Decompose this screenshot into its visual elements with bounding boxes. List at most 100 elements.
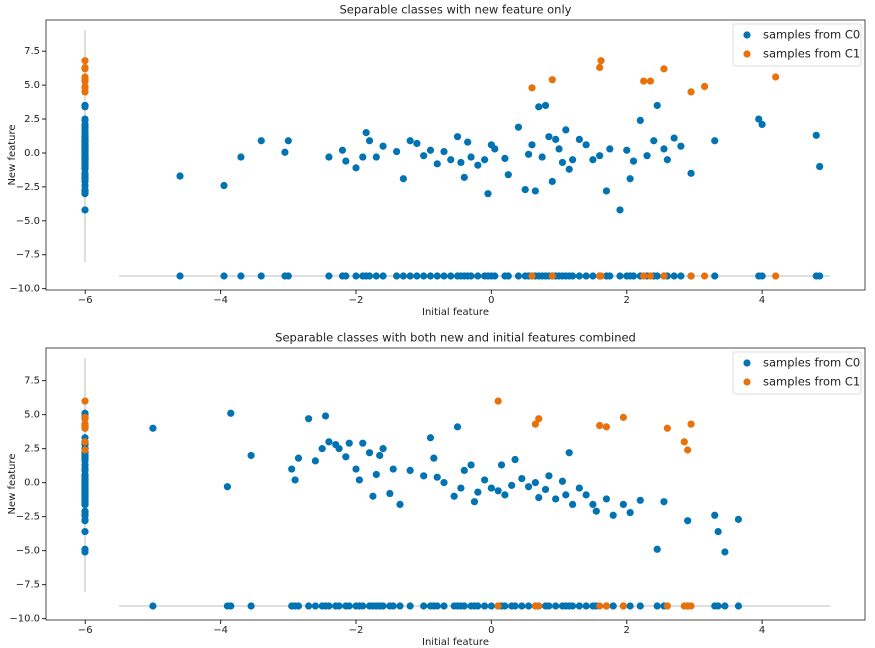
rug-point-x [359,602,367,610]
rug-point-y [81,187,89,195]
point [609,511,617,519]
rug-point-x [606,272,614,280]
y-tick-label: 7.5 [24,376,40,387]
rug-point-x [582,272,590,280]
y-tick-label: −2.5 [16,512,40,523]
rug-point-x [491,272,499,280]
point [376,451,384,460]
rug-point-x [514,272,523,280]
y-tick-label: −2.5 [16,182,40,193]
point [514,123,523,131]
rug-point-x [481,602,489,610]
rug-point-y [81,528,89,536]
point [670,134,678,142]
rug-point-x [335,602,343,610]
rug-point-x [518,602,526,610]
rug-point-y [81,120,89,129]
point [372,153,380,161]
chart-title: Separable classes with both new and init… [275,331,636,345]
point [816,162,824,171]
point [467,461,475,469]
rug-point-x [687,602,695,610]
legend-box [732,23,862,67]
point [700,82,709,91]
point [606,145,614,153]
subplot: Separable classes with both new and init… [7,331,866,648]
legend-label: samples from C1 [763,47,860,61]
point [562,491,570,499]
point [426,434,435,442]
rug-point-x [149,602,157,610]
rug-point-x [176,272,184,280]
point [457,158,465,167]
point [420,152,428,160]
point [687,420,695,428]
legend-label: samples from C0 [763,28,860,42]
point [575,484,583,492]
rug-point-x [352,272,360,280]
point [369,492,377,500]
point [426,146,435,154]
rug-point-x [393,272,401,280]
rug-point-y [81,461,89,469]
point [508,481,516,489]
y-tick-label: −10.0 [9,614,40,625]
rug-point-x [677,272,685,280]
point [227,409,235,417]
point [430,454,438,462]
y-tick-label: −5.0 [16,216,40,227]
point [447,156,455,164]
point [548,76,556,84]
point [528,84,536,92]
x-axis-label: Initial feature [422,637,489,648]
rug-point-y [81,162,89,171]
rug-point-x [220,272,228,280]
point [619,413,627,421]
point [535,494,543,502]
point [755,115,763,123]
rug-point-x [721,602,729,610]
rug-point-x [552,602,560,610]
rug-point-x [734,602,743,610]
point [714,528,722,536]
point [379,445,387,453]
point [602,187,611,195]
y-axis-label: New feature [7,453,18,514]
rug-point-x [504,272,512,280]
point [711,511,719,519]
rug-point-y [81,446,89,454]
rug-point-x [379,272,387,280]
point [565,449,573,457]
point [531,187,539,195]
point [568,500,577,508]
point [481,156,489,164]
rug-point-y [81,472,89,480]
x-tick-label: 4 [759,625,765,636]
point [575,135,583,143]
rug-point-x [653,272,661,280]
point [345,439,353,447]
point [626,175,634,183]
point [758,120,766,129]
point [555,145,563,153]
point [623,146,631,154]
point [582,491,590,499]
point [525,150,533,158]
point [535,415,543,423]
rug-point-x [420,602,428,610]
point [453,133,462,141]
x-tick-label: −6 [78,625,93,636]
y-axis-label: New feature [7,124,18,185]
rug-point-x [545,602,553,610]
point [352,164,360,172]
plot-area [45,347,866,621]
legend-marker [743,50,751,58]
point [365,137,374,145]
point [176,172,184,180]
point [406,137,414,145]
rug-point-x [365,272,374,280]
point [589,500,597,508]
y-tick-label: 0.0 [24,478,40,489]
point [636,116,644,125]
rug-point-x [602,602,611,610]
